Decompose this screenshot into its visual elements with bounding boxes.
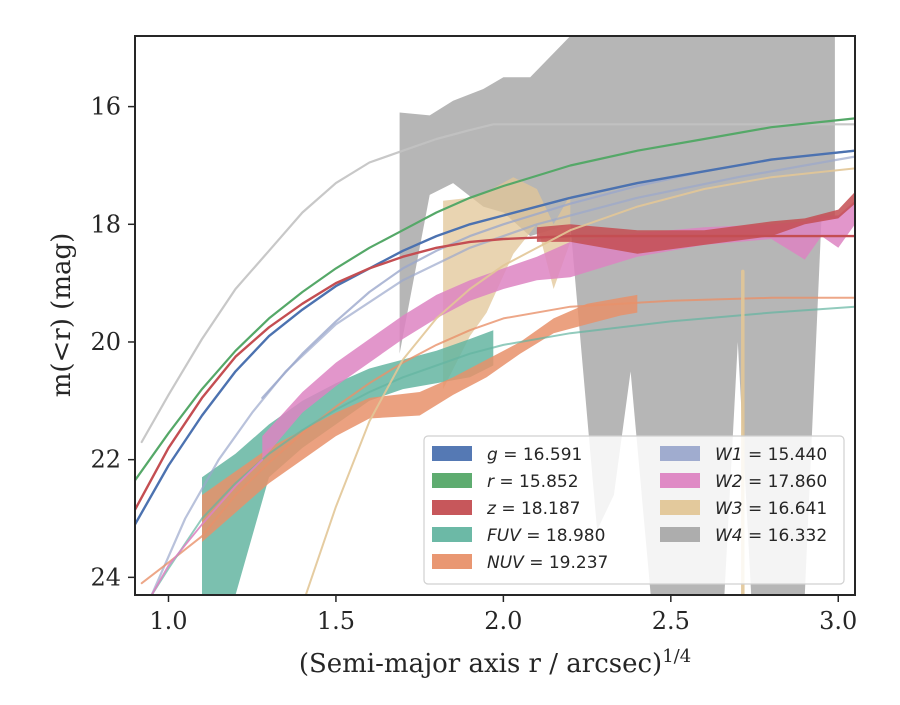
legend-label-z: z = 18.187 [486,499,580,519]
legend-swatch-w4 [660,527,700,542]
x-tick-label: 1.0 [149,607,187,635]
legend-swatch-w2 [660,473,700,488]
legend-label-w1: W1 = 15.440 [715,445,827,465]
legend-label-nuv: NUV = 19.237 [487,553,608,573]
series-line-z [135,234,855,511]
legend-label-w3: W3 = 16.641 [715,499,827,519]
series-line-w4 [140,123,855,444]
series-line-g [135,149,855,526]
x-axis-label-exponent: 1/4 [662,646,691,667]
x-axis: 1.0 1.5 2.0 2.5 3.0 [149,595,857,635]
legend-swatch-w1 [660,446,700,461]
series-line-r [135,117,855,482]
y-axis: 16 18 20 22 24 [90,93,135,591]
x-axis-label-text: (Semi-major axis r / arcsec) [299,649,662,679]
series-line-fuv [150,305,855,595]
x-tick-label: 2.5 [652,607,690,635]
x-axis-label: (Semi-major axis r / arcsec)1/4 [299,646,691,679]
x-tick-label: 1.5 [317,607,355,635]
legend-swatch-g [432,446,472,461]
lines-layer [135,117,855,595]
plot-frame [134,35,856,596]
series-line-w2 [150,458,264,595]
legend-swatch-nuv [432,554,472,569]
legend-label-r: r = 15.852 [487,472,579,492]
legend: g = 16.591 r = 15.852 z = 18.187 FUV = 18.9… [423,435,845,585]
band-z [536,191,855,254]
series-line-nuv [140,296,855,585]
legend-label-g: g = 16.591 [487,445,582,465]
y-tick-label: 18 [90,210,121,238]
x-tick-label: 3.0 [819,607,857,635]
y-axis-label: m(<r) (mag) [47,233,77,398]
legend-label-w4: W4 = 16.332 [715,526,827,546]
y-tick-label: 16 [90,93,121,121]
x-tick-label: 2.0 [484,607,522,635]
y-tick-label: 24 [90,563,121,591]
legend-swatch-z [432,500,472,515]
legend-swatch-r [432,473,472,488]
series-line-w1-fit [150,155,855,595]
y-tick-label: 20 [90,328,121,356]
y-tick-label: 22 [90,446,121,474]
legend-swatch-fuv [432,527,472,542]
legend-frame [423,435,845,585]
band-nuv [202,294,638,542]
legend-label-fuv: FUV = 18.980 [487,526,605,546]
legend-swatch-w3 [660,500,700,515]
legend-label-w2: W2 = 17.860 [715,472,827,492]
series-line-w3 [304,167,855,595]
